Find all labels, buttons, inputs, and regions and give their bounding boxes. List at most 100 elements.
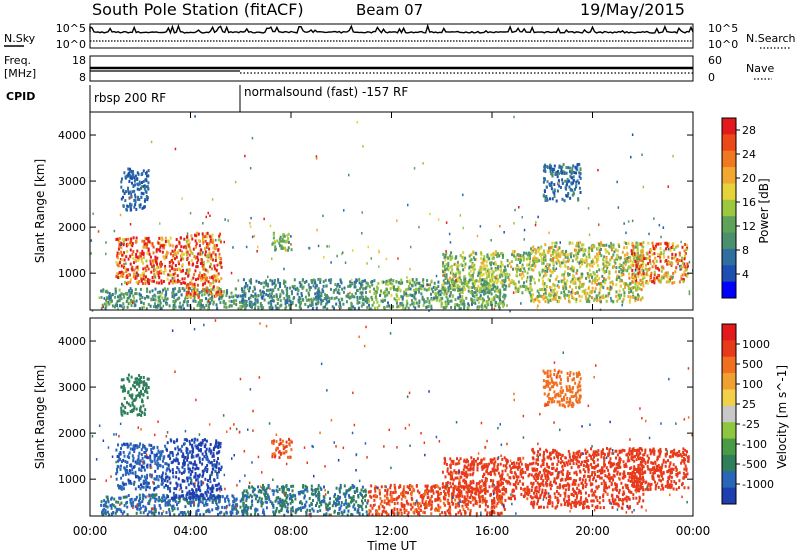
data-cell	[126, 296, 129, 300]
data-cell	[348, 173, 350, 177]
data-cell	[611, 280, 614, 284]
data-cell	[660, 235, 662, 239]
data-cell	[443, 274, 446, 277]
data-cell	[638, 270, 641, 274]
data-cell	[671, 281, 674, 285]
data-cell	[100, 500, 103, 504]
data-cell	[142, 253, 145, 256]
data-cell	[471, 273, 474, 277]
data-cell	[572, 181, 575, 185]
data-cell	[157, 304, 160, 308]
data-cell	[124, 280, 127, 284]
data-cell	[415, 278, 418, 282]
data-cell	[510, 278, 513, 282]
data-cell	[162, 499, 165, 503]
data-cell	[139, 503, 141, 507]
data-cell	[160, 279, 163, 283]
data-cell	[670, 263, 673, 267]
data-cell	[195, 512, 198, 516]
data-cell	[661, 265, 664, 269]
data-cell	[522, 258, 525, 262]
data-cell	[244, 294, 247, 298]
data-cell	[368, 290, 371, 294]
data-cell	[115, 472, 118, 476]
data-cell	[162, 255, 165, 259]
data-cell	[561, 273, 564, 277]
data-cell	[214, 496, 217, 500]
data-cell	[258, 496, 261, 500]
data-cell	[114, 511, 117, 515]
data-cell	[193, 255, 196, 259]
data-cell	[527, 267, 530, 271]
data-cell	[322, 280, 325, 284]
colorbar-segment	[722, 265, 736, 283]
data-cell	[430, 279, 433, 283]
data-cell	[625, 257, 628, 261]
data-cell	[645, 272, 648, 276]
data-cell	[565, 287, 568, 290]
data-cell	[217, 248, 220, 252]
data-cell	[106, 290, 109, 294]
data-cell	[267, 301, 270, 305]
data-cell	[174, 459, 177, 463]
data-cell	[335, 302, 338, 306]
data-cell	[474, 280, 476, 284]
data-cell	[496, 278, 499, 281]
data-cell	[165, 483, 167, 487]
data-cell	[462, 302, 465, 306]
data-cell	[152, 264, 155, 268]
data-cell	[456, 277, 459, 281]
data-cell	[131, 244, 134, 248]
data-cell	[411, 294, 414, 298]
data-cell	[546, 197, 548, 201]
data-cell	[217, 441, 220, 445]
data-cell	[351, 249, 354, 252]
data-cell	[279, 304, 282, 308]
data-cell	[381, 300, 384, 304]
data-cell	[464, 277, 467, 281]
data-cell	[513, 280, 516, 284]
data-cell	[138, 499, 140, 503]
data-cell	[123, 238, 126, 241]
data-cell	[500, 281, 503, 285]
data-cell	[458, 280, 461, 284]
data-cell	[488, 283, 491, 287]
data-cell	[182, 454, 185, 458]
data-cell	[612, 300, 615, 304]
data-cell	[322, 290, 325, 294]
data-cell	[459, 299, 462, 303]
data-cell	[152, 251, 155, 255]
data-cell	[640, 250, 643, 254]
data-cell	[173, 250, 176, 254]
data-cell	[179, 511, 182, 515]
data-cell	[551, 290, 553, 294]
data-cell	[121, 282, 123, 286]
data-cell	[363, 494, 366, 498]
data-cell	[606, 250, 609, 253]
data-cell	[175, 481, 178, 485]
data-cell	[199, 513, 202, 517]
data-cell	[290, 513, 293, 517]
data-cell	[470, 286, 473, 290]
data-cell	[480, 273, 483, 277]
data-cell	[197, 295, 200, 299]
data-cell	[286, 494, 289, 498]
data-cell	[498, 295, 501, 299]
data-cell	[480, 290, 483, 294]
data-cell	[146, 185, 149, 189]
data-cell	[128, 451, 131, 455]
data-cell	[245, 302, 247, 306]
data-cell	[642, 277, 644, 281]
data-cell	[131, 454, 134, 458]
data-cell	[211, 498, 214, 502]
data-cell	[659, 259, 662, 263]
data-cell	[442, 270, 444, 274]
data-cell	[191, 445, 194, 449]
data-cell	[225, 305, 228, 309]
data-cell	[153, 481, 155, 485]
data-cell	[166, 479, 169, 483]
data-cell	[355, 278, 358, 282]
data-cell	[217, 263, 219, 267]
data-cell	[287, 248, 289, 252]
data-cell	[626, 269, 629, 273]
